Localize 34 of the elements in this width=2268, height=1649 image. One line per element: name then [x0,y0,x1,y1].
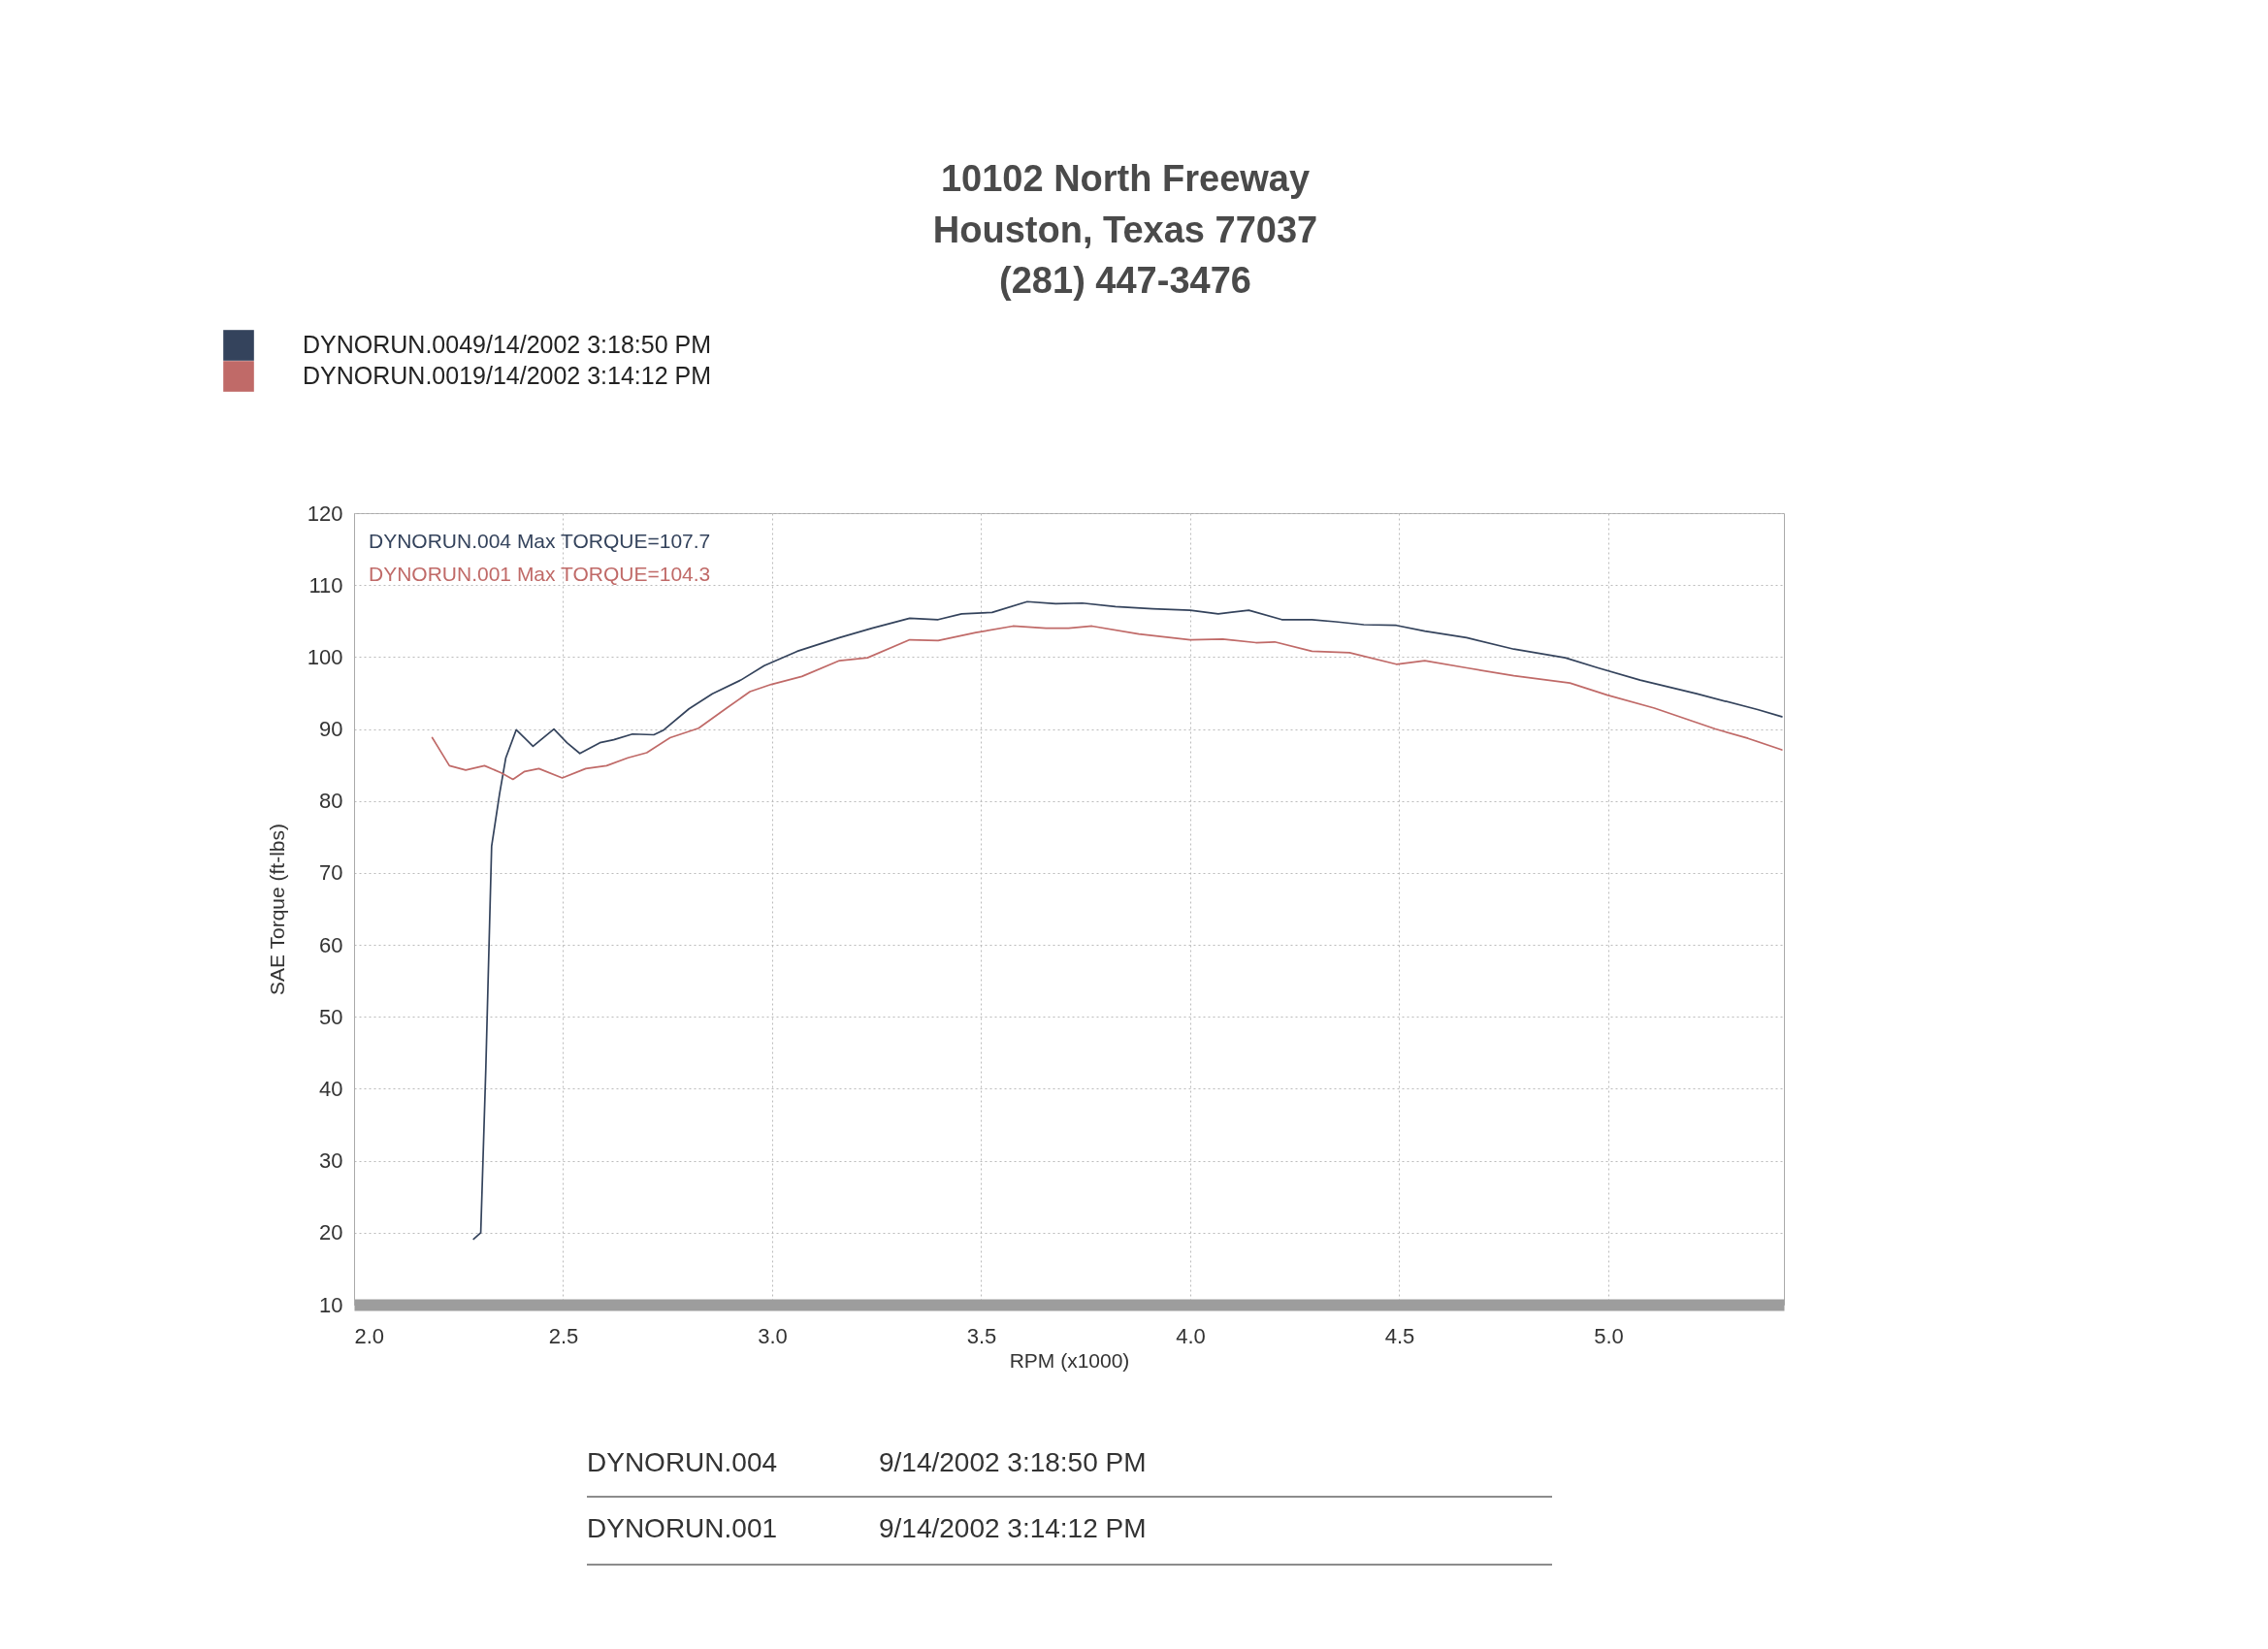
x-tick-label: 3.0 [758,1323,788,1348]
x-tick-label: 3.5 [966,1323,997,1348]
y-tick-label: 30 [319,1148,343,1174]
text: 9/14/2002 3:14:12 PM [879,1513,1147,1543]
x-tick-label: 4.0 [1176,1323,1206,1348]
y-tick-label: 100 [307,644,343,669]
y-tick-label: 90 [319,717,343,742]
y-tick-label: 80 [319,789,343,814]
annotation: DYNORUN.004 Max TORQUE=107.7 [369,530,711,552]
x-axis-title: RPM (x1000) [1009,1348,1130,1372]
y-tick-label: 110 [308,572,343,598]
annotation: DYNORUN.001 Max TORQUE=104.3 [369,563,711,585]
y-tick-label: 40 [319,1076,343,1101]
text: 9/14/2002 3:18:50 PM [879,1447,1147,1477]
legend-label: DYNORUN.0019/14/2002 3:14:12 PM [303,362,712,389]
y-tick-label: 20 [319,1220,343,1245]
y-tick-label: 60 [319,932,343,957]
x-tick-label: 4.5 [1384,1323,1415,1348]
x-tick-label: 5.0 [1594,1323,1624,1348]
text: (281) 447-3476 [999,260,1251,301]
text: Houston, Texas 77037 [932,210,1318,250]
x-tick-label: 2.0 [354,1323,385,1348]
y-tick-label: 70 [319,860,343,886]
legend-label: DYNORUN.0049/14/2002 3:18:50 PM [303,331,712,358]
line-series [431,625,1783,781]
x-tick-label: 2.5 [548,1323,579,1348]
y-tick-label: 10 [319,1292,343,1317]
y-axis-title: SAE Torque (ft-lbs) [265,823,288,996]
y-tick-label: 120 [307,501,343,526]
text: 10102 North Freeway [940,158,1311,199]
line-series [472,600,1783,1241]
y-tick-label: 50 [319,1004,343,1029]
text: DYNORUN.001 [587,1513,778,1543]
text: DYNORUN.004 [587,1447,778,1477]
